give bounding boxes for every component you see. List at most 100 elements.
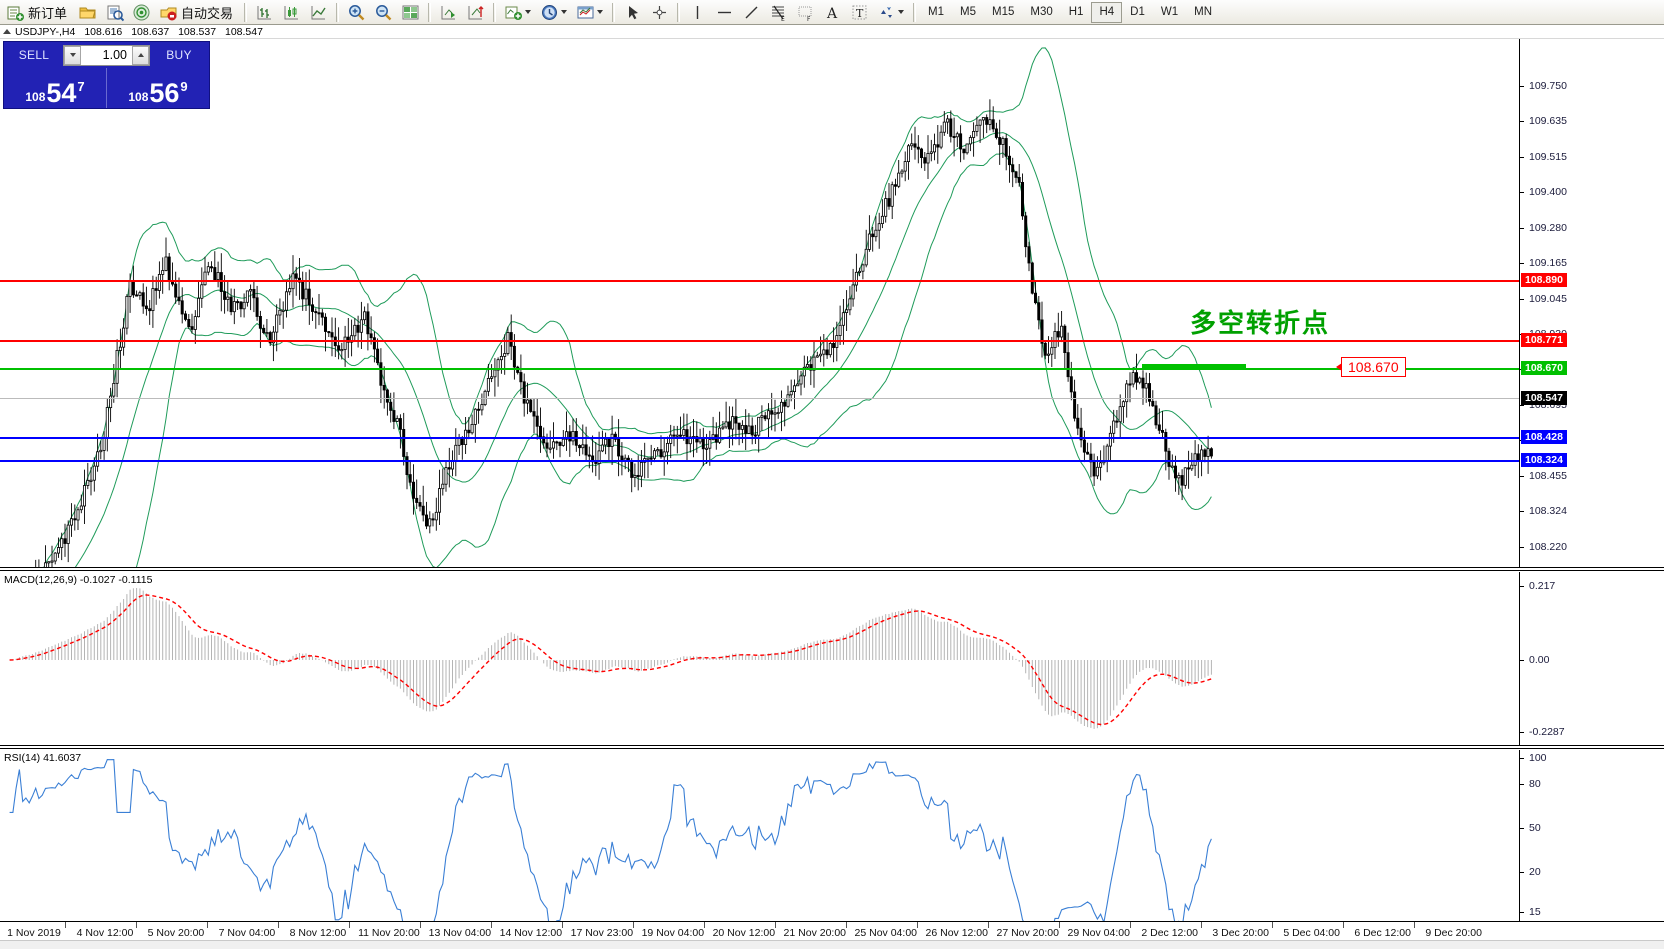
vertical-line-button[interactable] <box>684 1 711 23</box>
timeframe-mn[interactable]: MN <box>1194 5 1212 18</box>
horizontal-line-button[interactable] <box>711 1 738 23</box>
time-tick-label: 5 Nov 20:00 <box>147 927 205 939</box>
equidistant-channel-button[interactable]: F <box>792 1 819 23</box>
auto-scroll-button[interactable] <box>462 1 489 23</box>
timeframe-m5[interactable]: M5 <box>960 5 976 18</box>
time-tick-mark <box>562 922 564 928</box>
timeframe-h1[interactable]: H1 <box>1068 5 1084 18</box>
chevron-down-icon[interactable] <box>525 10 532 14</box>
chart-area[interactable]: 多空转折点 108.670 109.750 109.635 109.515 109.4… <box>0 39 1664 921</box>
chevron-down-icon[interactable] <box>898 10 905 14</box>
time-tick-label: 1 Nov 2019 <box>7 927 61 939</box>
rsi-pane[interactable]: RSI(14) 41.6037 100 80 50 20 15 <box>0 750 1664 921</box>
zoom-out-icon <box>376 4 392 20</box>
price-pane[interactable]: 多空转折点 108.670 109.750 109.635 109.515 109.4… <box>0 39 1664 567</box>
print-preview-button[interactable] <box>101 1 128 23</box>
crosshair-button[interactable] <box>646 1 673 23</box>
indicators-button[interactable] <box>500 1 536 23</box>
fibonacci-button[interactable]: E <box>765 1 792 23</box>
zoom-out-button[interactable] <box>370 1 397 23</box>
clock-icon <box>542 4 558 20</box>
price-level-line[interactable] <box>0 398 1519 399</box>
price-callout: 108.670 <box>1336 357 1406 377</box>
sell-button[interactable]: SELL <box>7 45 61 65</box>
time-tick-label: 4 Nov 12:00 <box>76 927 134 939</box>
volume-value[interactable]: 1.00 <box>102 48 127 62</box>
macd-tick: 0.217 <box>1520 580 1555 592</box>
templates-button[interactable] <box>572 1 608 23</box>
indicators-icon <box>505 6 523 20</box>
pane-divider <box>0 745 1664 749</box>
bar-chart-button[interactable] <box>251 1 278 23</box>
time-tick-label: 5 Dec 04:00 <box>1283 927 1340 939</box>
rsi-plot[interactable] <box>0 750 1519 921</box>
timeframe-h4[interactable]: H4 <box>1091 1 1123 23</box>
svg-text:F: F <box>807 16 811 22</box>
time-tick-mark <box>349 922 351 928</box>
timeframe-d1[interactable]: D1 <box>1130 5 1145 18</box>
time-tick-mark <box>633 922 635 928</box>
price-candles-layer <box>35 47 1213 567</box>
trendline-button[interactable] <box>738 1 765 23</box>
status-bar <box>0 940 1664 949</box>
cursor-button[interactable] <box>619 1 646 23</box>
new-order-button[interactable]: 新订单 <box>2 1 74 23</box>
macd-axis: 0.217 0.00 -0.2287 <box>1519 572 1664 745</box>
time-tick-label: 6 Dec 12:00 <box>1354 927 1411 939</box>
price-axis[interactable]: 109.750 109.635 109.515 109.400 109.280 109.1… <box>1519 39 1664 567</box>
price-plot[interactable]: 多空转折点 108.670 <box>0 39 1519 567</box>
shift-end-button[interactable] <box>435 1 462 23</box>
buy-price[interactable]: 108 56 9 <box>106 68 209 108</box>
svg-text:T: T <box>856 7 864 20</box>
timeframe-w1[interactable]: W1 <box>1160 5 1179 18</box>
time-tick-label: 17 Nov 23:00 <box>570 927 634 939</box>
chevron-down-icon[interactable] <box>597 10 604 14</box>
buy-button[interactable]: BUY <box>152 45 206 65</box>
zoom-in-icon <box>349 4 365 20</box>
folder-button[interactable] <box>74 1 101 23</box>
trendline-icon <box>745 6 758 18</box>
rsi-tick: 20 <box>1520 866 1541 878</box>
price-tick: 109.165 <box>1520 257 1567 269</box>
rsi-axis: 100 80 50 20 15 <box>1519 750 1664 921</box>
text-button[interactable]: A <box>819 1 846 23</box>
candle-chart-button[interactable] <box>278 1 305 23</box>
one-click-trading-panel[interactable]: SELL 1.00 BUY 108 54 7 108 56 9 <box>3 41 210 109</box>
price-tick: 108.220 <box>1520 541 1567 553</box>
print-preview-icon <box>107 5 125 21</box>
toolbar-separator <box>244 2 248 22</box>
time-tick-label: 8 Nov 12:00 <box>289 927 347 939</box>
timeframe-m15[interactable]: M15 <box>992 5 1015 18</box>
shapes-button[interactable] <box>873 1 909 23</box>
shift-end-icon <box>441 5 456 19</box>
timeframe-m30[interactable]: M30 <box>1030 5 1053 18</box>
price-level-line[interactable] <box>0 437 1519 439</box>
sell-price[interactable]: 108 54 7 <box>4 68 106 108</box>
volume-decrease-button[interactable] <box>64 45 81 65</box>
zoom-in-button[interactable] <box>343 1 370 23</box>
crosshair-icon <box>653 5 667 19</box>
price-level-line[interactable] <box>0 460 1519 462</box>
tile-windows-icon <box>402 5 419 19</box>
price-level-line[interactable] <box>0 340 1519 342</box>
price-tick: 109.515 <box>1520 151 1567 163</box>
price-level-line[interactable] <box>0 368 1519 370</box>
tile-windows-button[interactable] <box>397 1 424 23</box>
time-tick-mark <box>775 922 777 928</box>
macd-pane[interactable]: MACD(12,26,9) -0.1027 -0.1115 0.217 0.00 -… <box>0 572 1664 745</box>
current-price-label: 108.547 <box>1521 391 1567 405</box>
hline-icon <box>718 11 732 13</box>
price-tick: 109.635 <box>1520 115 1567 127</box>
line-chart-button[interactable] <box>305 1 332 23</box>
period-button[interactable] <box>536 1 572 23</box>
collapse-triangle-icon[interactable] <box>3 29 11 34</box>
volume-stepper[interactable]: 1.00 <box>63 44 150 66</box>
macd-plot[interactable] <box>0 572 1519 745</box>
timeframe-m1[interactable]: M1 <box>928 5 945 18</box>
broadcast-button[interactable] <box>128 1 155 23</box>
volume-increase-button[interactable] <box>132 45 149 65</box>
chevron-down-icon[interactable] <box>561 10 568 14</box>
text-label-button[interactable]: T <box>846 1 873 23</box>
auto-trading-button[interactable]: 自动交易 <box>155 1 240 23</box>
price-level-line[interactable] <box>0 280 1519 282</box>
